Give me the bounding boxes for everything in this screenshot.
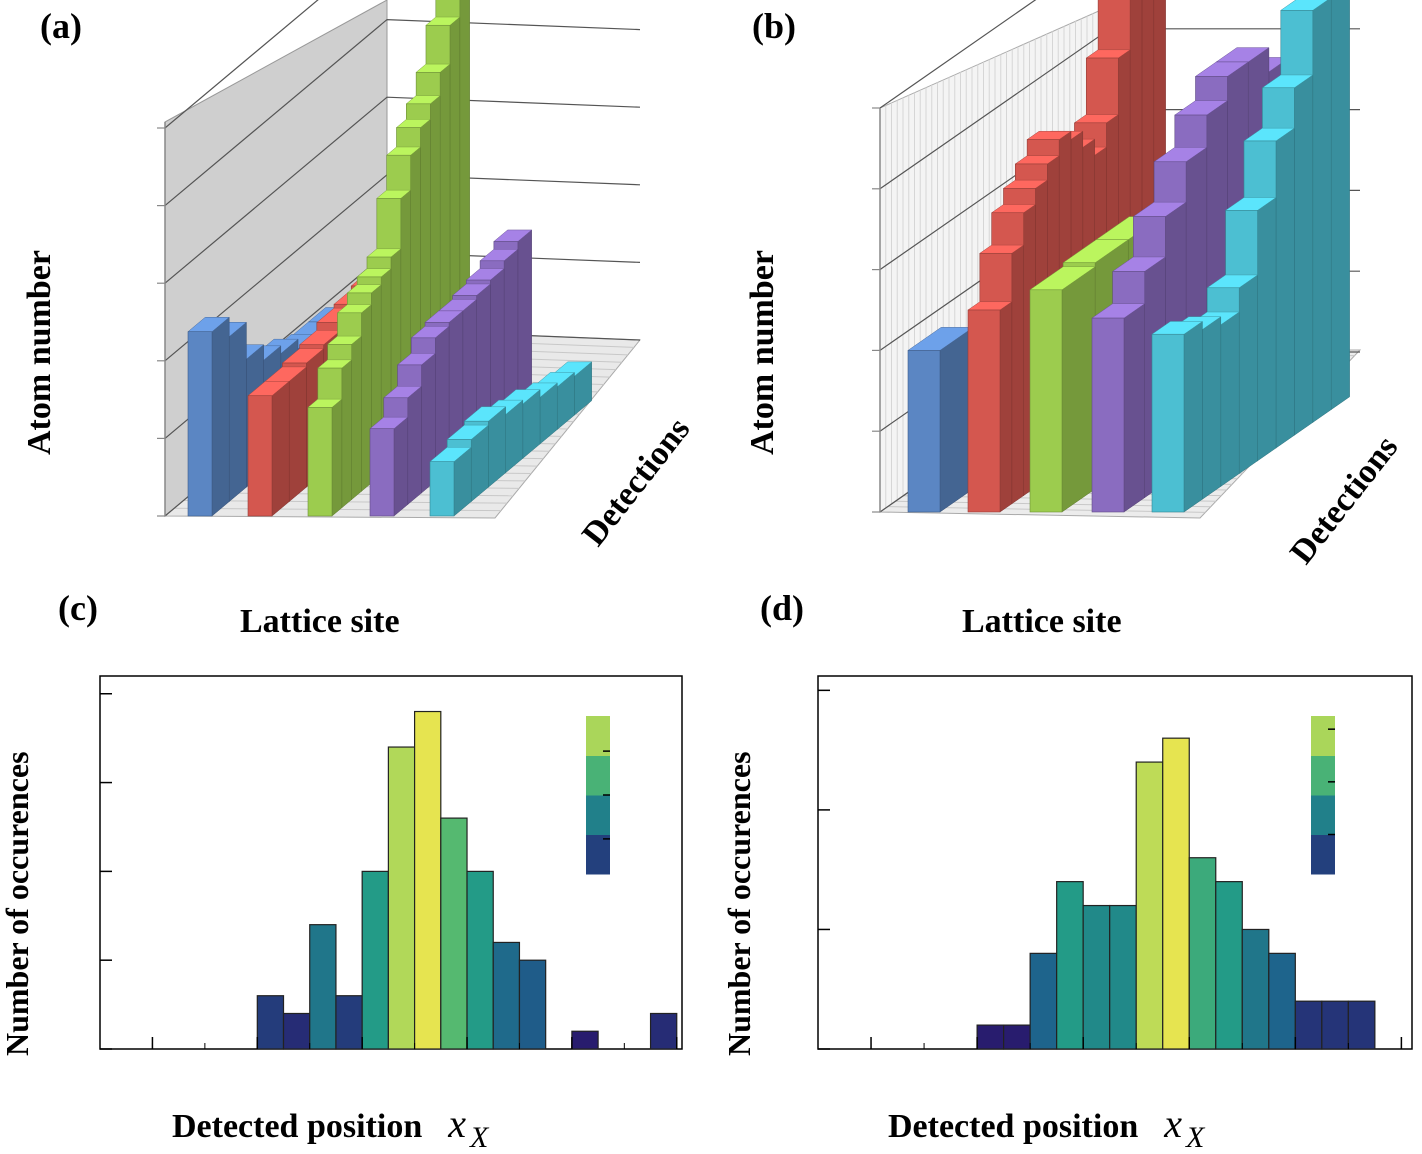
bar-side bbox=[1294, 75, 1312, 435]
histogram-bar bbox=[1083, 906, 1110, 1049]
x-axis-math-symbol: x bbox=[447, 1101, 466, 1146]
y-tick-labels bbox=[157, 128, 165, 516]
bar-side bbox=[342, 360, 352, 508]
histogram-bar bbox=[388, 747, 414, 1049]
bar-side bbox=[1124, 304, 1145, 512]
bar-side bbox=[1184, 321, 1202, 512]
z-axis-label: Detections bbox=[1283, 429, 1405, 571]
histogram-bar bbox=[284, 1013, 310, 1049]
histogram-bar bbox=[1004, 1025, 1031, 1049]
bar-side bbox=[1258, 198, 1276, 461]
histogram-bar bbox=[977, 1025, 1004, 1049]
colorbar bbox=[1311, 716, 1335, 875]
bar bbox=[430, 462, 454, 516]
histogram-bar bbox=[1216, 882, 1243, 1049]
x-axis-math-subscript: X bbox=[1185, 1121, 1206, 1149]
bar-side bbox=[332, 399, 342, 516]
bar-side bbox=[229, 322, 246, 501]
y-tick-labels bbox=[872, 108, 880, 512]
bar-side bbox=[1313, 0, 1331, 422]
histogram-bar bbox=[493, 942, 519, 1049]
bar bbox=[908, 350, 940, 512]
bar-side bbox=[394, 417, 408, 516]
histogram-bar bbox=[1269, 953, 1296, 1049]
histogram-bar bbox=[441, 818, 467, 1049]
panel-d-histogram: (d) Number of occurences Detected positi… bbox=[721, 588, 1412, 1149]
colorbar-segment bbox=[586, 795, 610, 835]
bar-side bbox=[1221, 312, 1239, 486]
panel-c-histogram: (c) Number of occurences Detected positi… bbox=[0, 588, 682, 1149]
bars bbox=[257, 712, 676, 1049]
histogram-bar bbox=[336, 996, 362, 1049]
x-axis-label-text: Detected position bbox=[888, 1108, 1138, 1145]
colorbar-segment bbox=[586, 835, 610, 875]
bar-side bbox=[1062, 267, 1095, 512]
panel-b-3d-bar-chart: (b) Atom number Lattice site Detections bbox=[744, 0, 1405, 640]
bar-side bbox=[272, 381, 289, 516]
histogram-bar bbox=[1136, 762, 1163, 1049]
colorbar-segment bbox=[1311, 795, 1335, 835]
colorbar-segment bbox=[1311, 835, 1335, 875]
bar bbox=[1030, 290, 1062, 512]
panel-b-label: (b) bbox=[752, 6, 796, 46]
bar-side bbox=[1331, 0, 1349, 410]
z-axis-label: Detections bbox=[575, 411, 697, 553]
bar-side bbox=[352, 336, 362, 499]
y-axis-label: Number of occurences bbox=[0, 751, 35, 1056]
histogram-bar bbox=[362, 871, 388, 1049]
histogram-bar bbox=[1322, 1001, 1349, 1049]
panel-a-label: (a) bbox=[40, 6, 82, 46]
bar-side bbox=[1276, 128, 1294, 448]
bar-side bbox=[1012, 245, 1024, 504]
bar-side bbox=[212, 317, 229, 516]
histogram-bar bbox=[1242, 929, 1269, 1049]
x-axis-label-text: Detected position bbox=[172, 1108, 422, 1145]
bar bbox=[248, 396, 272, 516]
histogram-bar bbox=[1295, 1001, 1322, 1049]
bar-side bbox=[1202, 317, 1220, 499]
bar bbox=[370, 429, 394, 516]
bar-side bbox=[408, 386, 422, 504]
histogram-bar bbox=[572, 1031, 598, 1049]
histogram-bar bbox=[467, 871, 493, 1049]
histogram-bar bbox=[1189, 858, 1216, 1049]
histogram-bar bbox=[415, 712, 441, 1049]
histogram-bar bbox=[1110, 906, 1137, 1049]
bar bbox=[1092, 318, 1124, 512]
bar-side bbox=[1239, 275, 1257, 474]
bar bbox=[968, 310, 1000, 512]
histogram-bar bbox=[257, 996, 283, 1049]
x-axis-label: Detected position x X bbox=[172, 1101, 490, 1149]
x-axis-label: Lattice site bbox=[240, 603, 400, 640]
y-axis-label: Atom number bbox=[21, 250, 58, 455]
histogram-bar bbox=[519, 960, 545, 1049]
bar bbox=[1152, 334, 1184, 512]
panel-d-label: (d) bbox=[760, 588, 804, 628]
bar-side bbox=[518, 230, 532, 412]
bar bbox=[188, 332, 212, 516]
y-axis-label: Atom number bbox=[744, 250, 781, 455]
histogram-bar bbox=[1348, 1001, 1375, 1049]
bar-side bbox=[289, 367, 306, 502]
x-axis-math-symbol: x bbox=[1163, 1101, 1182, 1146]
colorbar bbox=[586, 716, 610, 875]
histogram-bar bbox=[1030, 953, 1057, 1049]
x-axis-label: Detected position x X bbox=[888, 1101, 1206, 1149]
panel-a-3d-bar-chart: (a) Atom number Lattice site Detections bbox=[21, 0, 697, 640]
panel-c-label: (c) bbox=[58, 588, 98, 628]
x-axis-math-subscript: X bbox=[469, 1121, 490, 1149]
histogram-bar bbox=[1163, 738, 1190, 1049]
colorbar-segment bbox=[586, 716, 610, 756]
bar-side bbox=[1000, 302, 1012, 512]
colorbar-segment bbox=[1311, 716, 1335, 756]
histogram-bar bbox=[310, 925, 336, 1049]
x-axis-label: Lattice site bbox=[962, 603, 1122, 640]
histogram-bar bbox=[651, 1013, 677, 1049]
colorbar-segment bbox=[586, 756, 610, 796]
y-axis-label: Number of occurences bbox=[721, 751, 757, 1056]
histogram-bar bbox=[1057, 882, 1084, 1049]
bar bbox=[308, 407, 332, 516]
colorbar-segment bbox=[1311, 756, 1335, 796]
